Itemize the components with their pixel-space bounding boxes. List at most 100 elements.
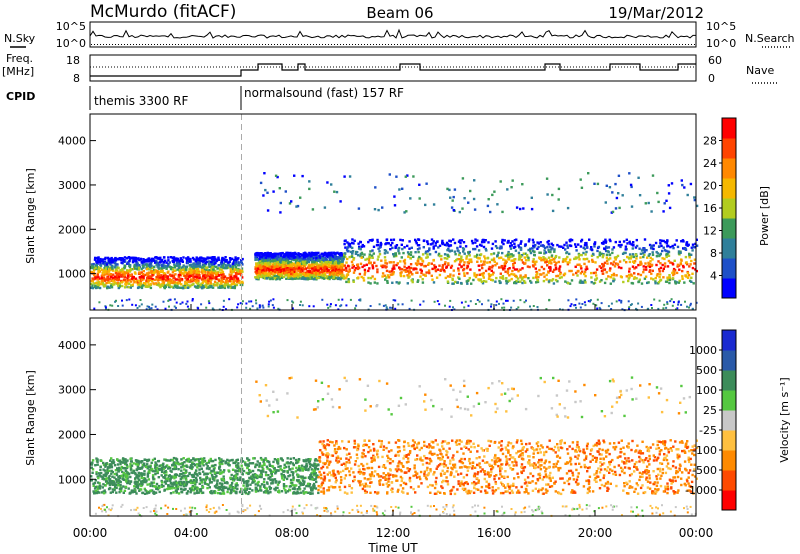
echo-cell [585, 243, 588, 247]
echo-cell [528, 265, 531, 269]
echo-cell [149, 282, 152, 286]
echo-cell [461, 177, 465, 180]
echo-cell [192, 267, 195, 270]
echo-cell [667, 254, 671, 257]
echo-cell [298, 263, 301, 266]
echo-cell [282, 258, 285, 261]
echo-cell [277, 270, 281, 274]
echo-cell [647, 281, 650, 284]
echo-cell [178, 259, 182, 262]
echo-cell [141, 275, 145, 278]
echo-cell [648, 253, 651, 256]
echo-cell [473, 274, 476, 277]
echo-cell [650, 272, 653, 275]
echo-cell [116, 284, 120, 287]
echo-cell [188, 257, 191, 260]
echo-cell [406, 244, 409, 248]
echo-cell [100, 491, 104, 494]
echo-cell [227, 276, 230, 280]
nsearch-dot [673, 44, 674, 45]
echo-cell [281, 264, 284, 267]
echo-cell [137, 279, 141, 283]
echo-cell [662, 246, 665, 249]
echo-cell [317, 272, 320, 275]
echo-cell [403, 269, 406, 272]
echo-cell [651, 307, 653, 309]
echo-cell [333, 255, 337, 258]
echo-cell [96, 278, 99, 281]
echo-cell [648, 243, 652, 247]
echo-cell [96, 463, 99, 466]
echo-cell [106, 265, 109, 268]
echo-cell [422, 273, 425, 276]
echo-cell [281, 265, 285, 269]
echo-cell [397, 249, 400, 253]
echo-cell [236, 258, 239, 261]
echo-cell [418, 183, 421, 186]
echo-cell [655, 274, 659, 277]
echo-cell [604, 201, 607, 204]
echo-cell [197, 258, 200, 262]
echo-cell [322, 274, 325, 277]
echo-cell [160, 263, 164, 267]
echo-cell [378, 303, 381, 306]
echo-cell [436, 240, 439, 244]
echo-cell [103, 279, 107, 282]
echo-cell [195, 273, 198, 276]
echo-cell [683, 281, 686, 284]
echo-cell [530, 281, 533, 284]
echo-cell [162, 281, 166, 284]
echo-cell [138, 258, 141, 262]
echo-cell [548, 298, 551, 301]
echo-cell [320, 252, 323, 255]
echo-cell [299, 257, 302, 260]
echo-cell [290, 262, 294, 265]
echo-cell [135, 267, 139, 271]
echo-cell [345, 280, 348, 284]
echo-cell [584, 304, 587, 307]
nsearch-dot [670, 44, 671, 45]
echo-cell [672, 246, 675, 250]
echo-cell [503, 306, 506, 309]
echo-cell [650, 247, 653, 250]
echo-cell [503, 264, 507, 267]
echo-cell [408, 269, 411, 273]
echo-cell [669, 261, 672, 264]
echo-cell [666, 301, 669, 304]
echo-cell [640, 305, 643, 308]
echo-cell [628, 172, 631, 175]
nsearch-dot [643, 44, 644, 45]
echo-cell [328, 254, 331, 257]
echo-cell [157, 275, 161, 278]
echo-cell [461, 259, 464, 262]
echo-cell [185, 258, 189, 262]
echo-cell [453, 308, 456, 311]
echo-cell [168, 305, 170, 308]
echo-cell [579, 245, 583, 248]
echo-cell [427, 271, 431, 274]
echo-cell [472, 247, 475, 251]
echo-cell [297, 266, 301, 270]
echo-cell [280, 276, 284, 279]
echo-cell [293, 251, 297, 255]
echo-cell [368, 255, 371, 259]
echo-cell [288, 202, 292, 205]
echo-cell [595, 274, 598, 277]
echo-cell [451, 199, 454, 202]
echo-cell [466, 265, 470, 268]
echo-cell [307, 277, 310, 280]
echo-cell [219, 271, 223, 274]
echo-cell [686, 272, 690, 275]
echo-cell [490, 303, 493, 306]
echo-cell [291, 270, 294, 273]
echo-cell [338, 256, 341, 259]
nsearch-dot [316, 44, 317, 45]
echo-cell [373, 261, 376, 264]
nsearch-dot [157, 44, 158, 45]
echo-cell [241, 302, 243, 305]
echo-cell [312, 278, 316, 281]
echo-cell [360, 275, 363, 279]
echo-cell [402, 260, 406, 263]
echo-cell [503, 239, 506, 242]
echo-cell [392, 238, 396, 241]
